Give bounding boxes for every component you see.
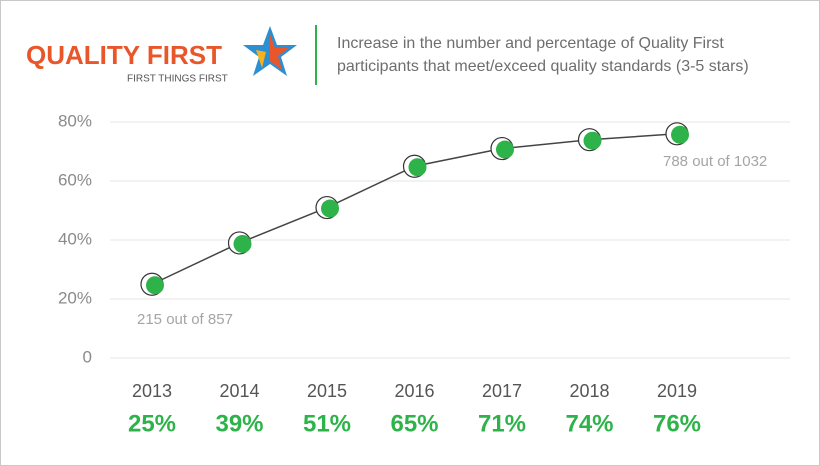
point: [583, 131, 602, 150]
annotation: 788 out of 1032: [663, 153, 767, 170]
value-label: 65%: [390, 410, 438, 437]
logo-star: [243, 26, 297, 76]
logo-tagline: FIRST THINGS FIRST: [127, 74, 228, 85]
value-label: 39%: [215, 410, 263, 437]
x-tick-label: 2016: [394, 381, 434, 401]
y-tick-label: 0: [83, 347, 92, 366]
x-tick-label: 2018: [569, 381, 609, 401]
point: [233, 234, 252, 253]
point: [671, 125, 689, 144]
point: [496, 140, 514, 159]
chart-title: participants that meet/exceed quality st…: [337, 58, 749, 75]
value-label: 74%: [565, 410, 613, 437]
x-tick-label: 2014: [219, 381, 259, 401]
value-label: 71%: [478, 410, 526, 437]
y-tick-label: 60%: [58, 170, 92, 189]
y-tick-label: 80%: [58, 111, 92, 130]
value-label: 51%: [303, 410, 351, 437]
y-tick-label: 20%: [58, 288, 92, 307]
value-label: 76%: [653, 410, 701, 437]
point: [146, 276, 164, 295]
annotation: 215 out of 857: [137, 311, 233, 328]
x-tick-label: 2015: [307, 381, 347, 401]
y-tick-label: 40%: [58, 229, 92, 248]
x-tick-label: 2017: [482, 381, 522, 401]
point: [408, 158, 427, 177]
point: [321, 199, 339, 218]
value-label: 25%: [128, 410, 176, 437]
x-tick-label: 2019: [657, 381, 697, 401]
x-tick-label: 2013: [132, 381, 172, 401]
logo: QUALITY FIRST: [26, 40, 222, 70]
chart-title: Increase in the number and percentage of…: [337, 35, 724, 52]
